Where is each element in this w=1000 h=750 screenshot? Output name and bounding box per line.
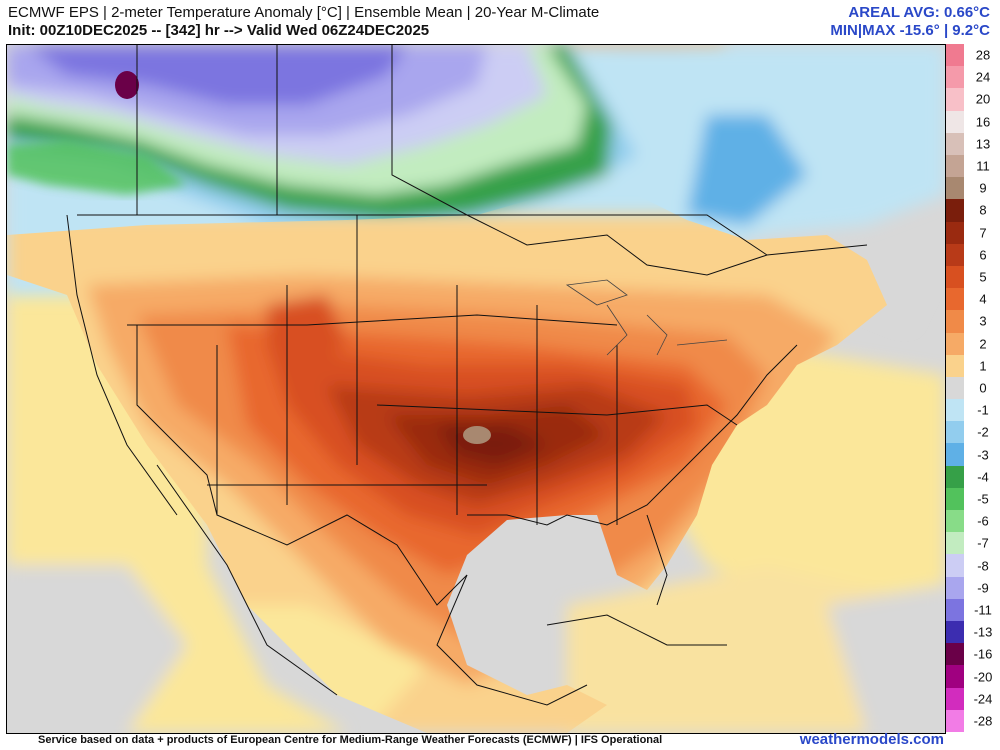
colorbar-swatch xyxy=(946,532,964,555)
colorbar-label: -16 xyxy=(973,646,993,662)
colorbar-swatch xyxy=(946,576,964,600)
colorbar-swatch xyxy=(946,687,964,711)
colorbar-swatch xyxy=(946,310,964,333)
colorbar-label: -5 xyxy=(977,491,989,507)
colorbar-swatch xyxy=(946,443,964,467)
colorbar-label: 11 xyxy=(976,158,990,174)
colorbar-swatch xyxy=(946,621,964,644)
colorbar-label: 9 xyxy=(979,180,987,196)
colorbar-label: 2 xyxy=(979,336,987,352)
colorbar-label: 6 xyxy=(979,247,987,263)
colorbar-label: -11 xyxy=(974,602,992,618)
colorbar-label: -20 xyxy=(973,669,993,685)
warm-core xyxy=(463,426,491,444)
colorbar-swatch xyxy=(946,487,964,511)
data-credit: Service based on data + products of Euro… xyxy=(38,734,663,746)
colorbar-swatch xyxy=(946,265,964,289)
colorbar-swatch xyxy=(946,177,964,200)
colorbar-swatch xyxy=(946,421,964,444)
colorbar-swatch xyxy=(946,154,964,178)
colorbar-swatch xyxy=(946,598,964,622)
colorbar-swatch xyxy=(946,665,964,689)
colorbar-label: -6 xyxy=(977,513,989,529)
colorbar-swatch xyxy=(946,288,964,311)
colorbar-swatch xyxy=(946,221,964,245)
colorbar-swatch xyxy=(946,110,964,134)
colorbar-label: -2 xyxy=(977,424,989,440)
colorbar-swatch xyxy=(946,376,964,400)
colorbar-label: 7 xyxy=(979,225,987,241)
colorbar-swatch xyxy=(946,554,964,578)
political-borders xyxy=(66,45,868,706)
colorbar-label: -24 xyxy=(973,691,993,707)
green-band-west xyxy=(7,140,187,195)
colorbar-swatch xyxy=(946,88,964,112)
colorbar-swatch xyxy=(946,399,964,422)
colorbar-label: -3 xyxy=(977,447,989,463)
colorbar-swatch xyxy=(946,510,964,533)
areal-average: AREAL AVG: 0.66°C xyxy=(848,4,990,21)
stats-box: AREAL AVG: 0.66°C MIN|MAX -15.6° | 9.2°C xyxy=(830,4,990,40)
colorbar-label: 3 xyxy=(979,313,987,329)
colorbar-label: -8 xyxy=(977,558,989,574)
colorbar-swatch xyxy=(946,465,964,489)
colorbar-swatch xyxy=(946,354,964,378)
colorbar-label: 28 xyxy=(975,47,991,63)
colorbar-swatch xyxy=(946,44,964,67)
colorbar-swatch xyxy=(946,132,964,156)
colorbar-label: -1 xyxy=(977,402,989,418)
great-lakes xyxy=(565,279,728,356)
min-max: MIN|MAX -15.6° | 9.2°C xyxy=(830,22,990,39)
colorbar-label: -4 xyxy=(977,469,989,485)
colorbar-label: 13 xyxy=(975,136,991,152)
colorbar-swatch xyxy=(946,66,964,89)
colorbar-swatch xyxy=(946,243,964,267)
colorbar-label: 0 xyxy=(979,380,987,396)
map-svg xyxy=(7,45,945,733)
anomaly-map xyxy=(6,44,946,734)
title-line-2: Init: 00Z10DEC2025 -- [342] hr --> Valid… xyxy=(8,22,430,39)
colorbar-label: -7 xyxy=(977,535,989,551)
colorbar-swatch xyxy=(946,332,964,356)
colorbar-swatch xyxy=(946,643,964,666)
cold-core xyxy=(115,71,139,99)
colorbar-label: -28 xyxy=(973,713,993,729)
colorbar-swatch xyxy=(946,709,964,733)
colorbar: 28 24 20 16 13 11 9 8 7 6 5 4 3 2 1 0 -1 -2 -3 -4 -5 -6 -7 -8 -9… xyxy=(946,44,1000,733)
site-link[interactable]: weathermodels.com xyxy=(799,731,944,748)
colorbar-label: 5 xyxy=(979,269,987,285)
colorbar-label: 4 xyxy=(979,291,987,307)
title-line-1: ECMWF EPS | 2-meter Temperature Anomaly … xyxy=(8,4,600,21)
map-title: ECMWF EPS | 2-meter Temperature Anomaly … xyxy=(8,4,599,40)
colorbar-label: -9 xyxy=(977,580,989,596)
colorbar-label: 24 xyxy=(975,69,991,85)
colorbar-label: 16 xyxy=(975,114,991,130)
colorbar-swatch xyxy=(946,199,964,223)
colorbar-label: -13 xyxy=(973,624,993,640)
colorbar-label: 8 xyxy=(979,202,987,218)
colorbar-label: 1 xyxy=(979,358,987,374)
colorbar-label: 20 xyxy=(975,91,991,107)
